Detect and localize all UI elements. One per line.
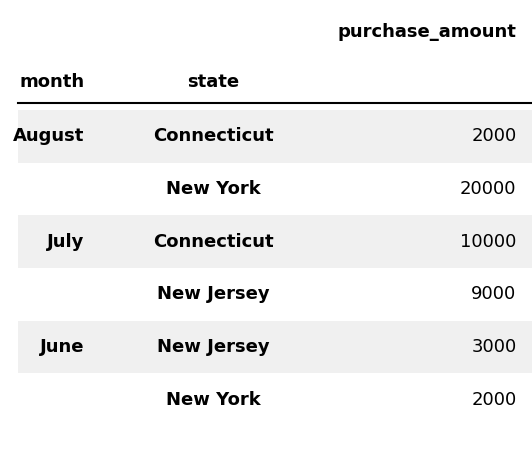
Text: New York: New York	[166, 391, 261, 409]
Text: August: August	[13, 127, 85, 145]
Text: June: June	[40, 338, 85, 356]
Text: 2000: 2000	[471, 391, 517, 409]
FancyBboxPatch shape	[18, 373, 532, 426]
Text: July: July	[47, 233, 85, 251]
Text: Connecticut: Connecticut	[153, 233, 273, 251]
Text: 9000: 9000	[471, 285, 517, 303]
Text: Connecticut: Connecticut	[153, 127, 273, 145]
Text: New Jersey: New Jersey	[157, 285, 270, 303]
Text: 2000: 2000	[471, 127, 517, 145]
Text: New Jersey: New Jersey	[157, 338, 270, 356]
Text: purchase_amount: purchase_amount	[338, 23, 517, 41]
FancyBboxPatch shape	[18, 110, 532, 163]
FancyBboxPatch shape	[18, 215, 532, 268]
FancyBboxPatch shape	[18, 163, 532, 215]
FancyBboxPatch shape	[18, 321, 532, 373]
Text: month: month	[20, 73, 85, 91]
Text: 10000: 10000	[460, 233, 517, 251]
Text: 3000: 3000	[471, 338, 517, 356]
Text: state: state	[187, 73, 239, 91]
Text: 20000: 20000	[460, 180, 517, 198]
FancyBboxPatch shape	[18, 268, 532, 321]
Text: New York: New York	[166, 180, 261, 198]
